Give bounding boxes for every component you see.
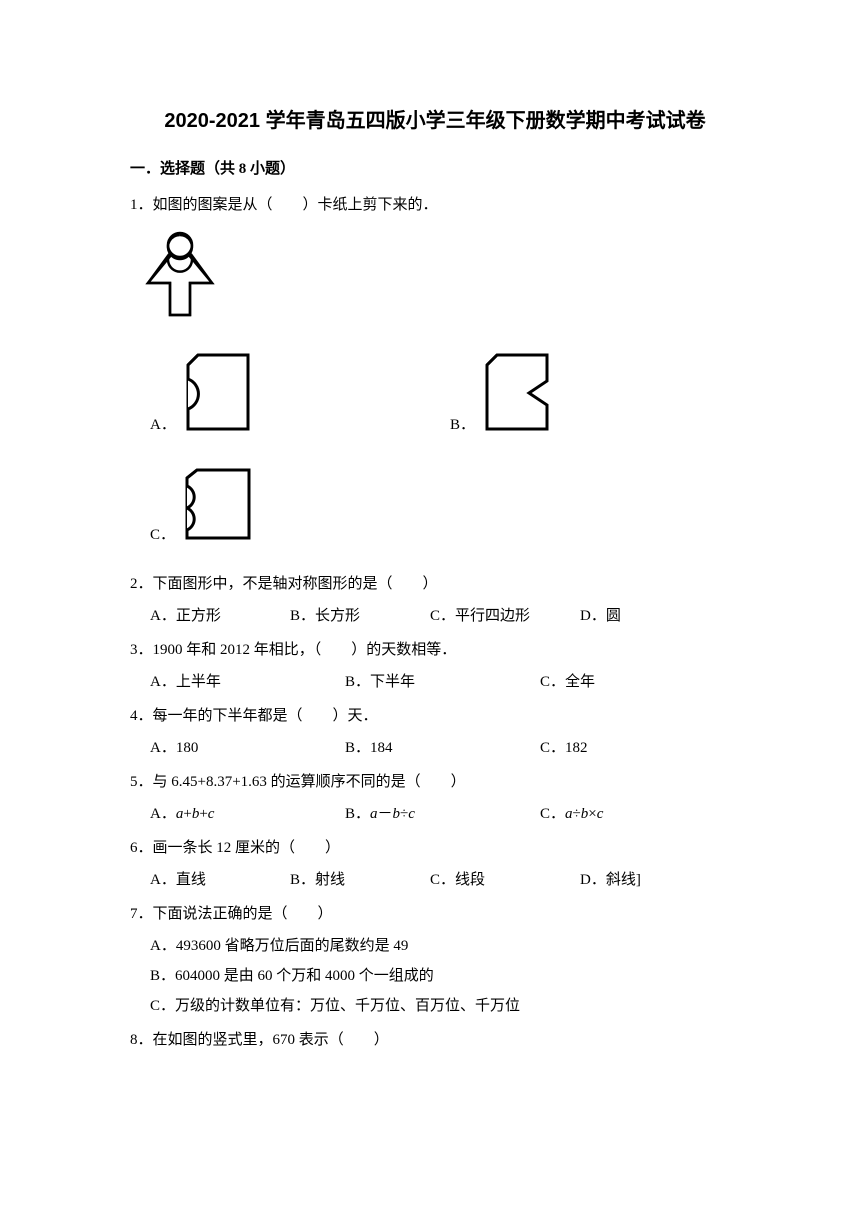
q2-text: 2．下面图形中，不是轴对称图形的是（ ） [130,572,740,596]
q1-opta-label: A． [150,413,176,437]
q5c-op2: × [588,806,596,822]
q3-option-b[interactable]: B．下半年 [345,670,540,694]
question-5: 5．与 6.45+8.37+1.63 的运算顺序不同的是（ ） A．a+b+c … [130,770,740,826]
q5a-label: A． [150,806,176,822]
q5-option-a[interactable]: A．a+b+c [150,802,345,826]
q5b-var-a: a [370,806,378,822]
q1-option-a[interactable]: A． [150,347,450,437]
q1-text: 1．如图的图案是从（ ）卡纸上剪下来的． [130,193,740,217]
q5-text: 5．与 6.45+8.37+1.63 的运算顺序不同的是（ ） [130,770,740,794]
q5a-op2: + [199,806,207,822]
q1-optb-label: B． [450,413,475,437]
q5c-label: C． [540,806,565,822]
q5c-var-a: a [565,806,573,822]
q2-option-c[interactable]: C．平行四边形 [430,604,580,628]
q2-option-a[interactable]: A．正方形 [150,604,290,628]
q6-option-b[interactable]: B．射线 [290,868,430,892]
q4-option-b[interactable]: B．184 [345,736,540,760]
q4-text: 4．每一年的下半年都是（ ）天． [130,704,740,728]
q5b-label: B． [345,806,370,822]
q7-text: 7．下面说法正确的是（ ） [130,902,740,926]
question-4: 4．每一年的下半年都是（ ）天． A．180 B．184 C．182 [130,704,740,760]
question-2: 2．下面图形中，不是轴对称图形的是（ ） A．正方形 B．长方形 C．平行四边形… [130,572,740,628]
q7-option-a[interactable]: A．493600 省略万位后面的尾数约是 49 [150,934,408,958]
q6-option-d[interactable]: D．斜线] [580,868,641,892]
q4-option-c[interactable]: C．182 [540,736,588,760]
q3-option-c[interactable]: C．全年 [540,670,595,694]
question-7: 7．下面说法正确的是（ ） A．493600 省略万位后面的尾数约是 49 B．… [130,902,740,1018]
q5c-var-c: c [597,806,604,822]
q5c-op1: ÷ [573,806,581,822]
q3-text: 3．1900 年和 2012 年相比，（ ）的天数相等． [130,638,740,662]
q1-optc-label: C． [150,523,175,547]
q7-option-b[interactable]: B．604000 是由 60 个万和 4000 个一组成的 [150,964,434,988]
q5b-op1: － [378,806,393,822]
q5a-var-c: c [208,806,215,822]
q2-option-d[interactable]: D．圆 [580,604,621,628]
q1-opta-figure [180,347,255,437]
q1-figure-person [140,227,740,327]
q2-option-b[interactable]: B．长方形 [290,604,430,628]
q8-text: 8．在如图的竖式里，670 表示（ ） [130,1028,740,1052]
question-1: 1．如图的图案是从（ ）卡纸上剪下来的． A． B． [130,193,740,547]
q5a-op1: + [183,806,191,822]
question-8: 8．在如图的竖式里，670 表示（ ） [130,1028,740,1052]
q1-option-b[interactable]: B． [450,347,558,437]
q4-option-a[interactable]: A．180 [150,736,345,760]
q6-option-c[interactable]: C．线段 [430,868,580,892]
q7-option-c[interactable]: C．万级的计数单位有：万位、千万位、百万位、千万位 [150,994,520,1018]
question-6: 6．画一条长 12 厘米的（ ） A．直线 B．射线 C．线段 D．斜线] [130,836,740,892]
section-1-header: 一．选择题（共 8 小题） [130,157,740,181]
q3-option-a[interactable]: A．上半年 [150,670,345,694]
q1-optc-figure [179,462,259,547]
q5b-var-c: c [408,806,415,822]
exam-title: 2020-2021 学年青岛五四版小学三年级下册数学期中考试试卷 [130,105,740,137]
q6-text: 6．画一条长 12 厘米的（ ） [130,836,740,860]
q5-option-b[interactable]: B．a－b÷c [345,802,540,826]
q1-optb-figure [479,347,554,437]
q6-option-a[interactable]: A．直线 [150,868,290,892]
question-3: 3．1900 年和 2012 年相比，（ ）的天数相等． A．上半年 B．下半年… [130,638,740,694]
q5-option-c[interactable]: C．a÷b×c [540,802,603,826]
q1-option-c[interactable]: C． [150,462,740,547]
q5b-var-b: b [393,806,401,822]
